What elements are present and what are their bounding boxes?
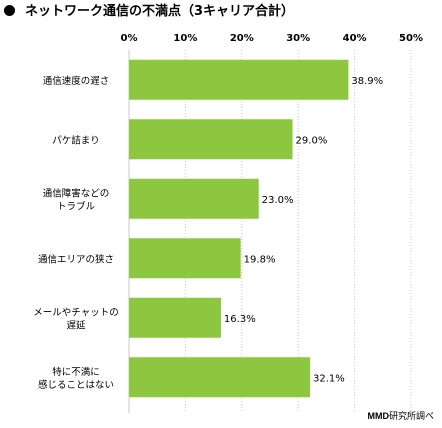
category-label: パケ詰まり [52, 134, 100, 146]
category-label: メールやチャットの [33, 307, 118, 318]
bar [129, 297, 221, 338]
bar-value-label: 19.8% [244, 254, 276, 265]
category-label: 特に不満に [52, 366, 100, 378]
source-credit: MMD研究所調べ [367, 409, 434, 422]
credit-brand: MMD [367, 411, 389, 421]
category-label: 遅延 [66, 319, 86, 331]
category-label: 感じることはない [38, 379, 114, 391]
bar-value-label: 38.9% [351, 76, 383, 87]
x-tick-label: 30% [286, 33, 310, 44]
bar [129, 178, 259, 219]
bullet-icon [4, 5, 15, 16]
x-tick-label: 20% [230, 33, 254, 44]
x-tick-label: 50% [399, 33, 423, 44]
x-tick-label: 10% [173, 33, 197, 44]
category-label: 通信速度の遅さ [43, 75, 110, 87]
bar-value-label: 29.0% [296, 135, 328, 146]
category-label: 通信エリアの狭さ [38, 253, 114, 265]
bar-value-label: 23.0% [262, 195, 294, 206]
bar-value-label: 16.3% [224, 314, 256, 325]
category-label: トラブル [57, 200, 96, 212]
bar [129, 357, 311, 398]
x-tick-label: 0% [121, 33, 138, 44]
chart-title: ネットワーク通信の不満点（3キャリア合計） [4, 0, 294, 19]
bar-value-label: 32.1% [313, 373, 345, 384]
bar [129, 59, 349, 100]
category-label: 通信障害などの [43, 187, 110, 199]
bar [129, 119, 293, 160]
bar [129, 238, 241, 279]
credit-suffix: 研究所調べ [388, 412, 434, 422]
x-tick-label: 40% [343, 33, 367, 44]
